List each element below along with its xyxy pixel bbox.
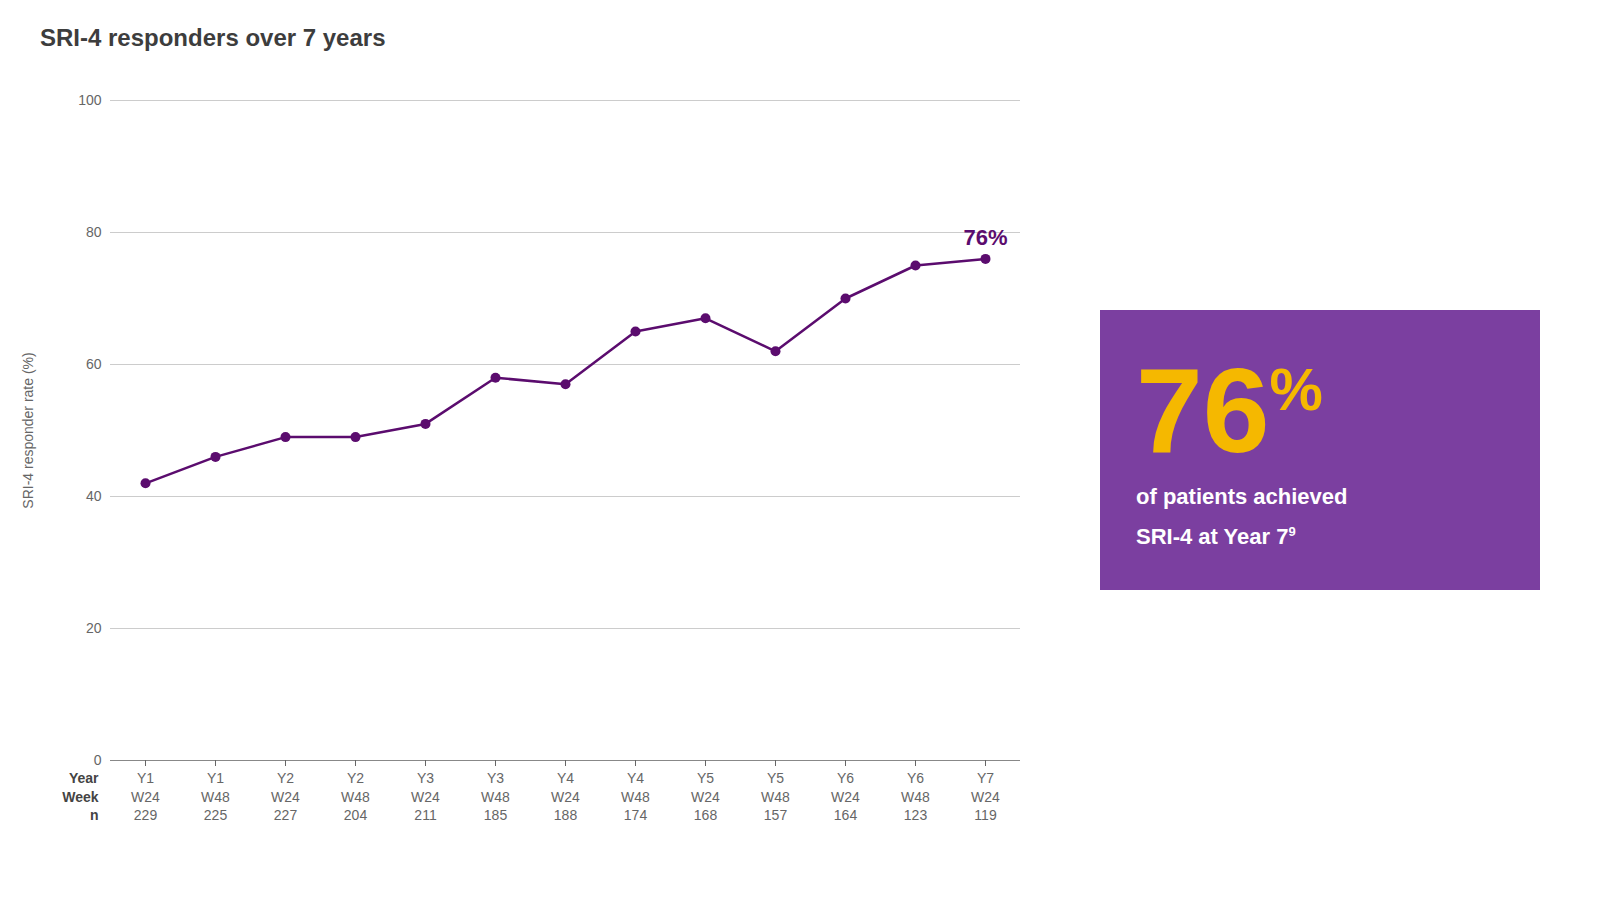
svg-text:Y1W48225: Y1W48225 <box>201 770 230 822</box>
svg-text:Y3W48185: Y3W48185 <box>481 770 510 822</box>
svg-text:Y6W24164: Y6W24164 <box>831 770 860 822</box>
svg-text:60: 60 <box>86 356 102 372</box>
html-text:of patients achieved: of patients achieved <box>1136 483 1348 509</box>
html-text:SRI-4 at Year 7: SRI-4 at Year 7 <box>1136 524 1289 550</box>
svg-text:YearWeekn: YearWeekn <box>62 770 99 822</box>
svg-text:40: 40 <box>86 488 102 504</box>
html-text:SRI-4 responders over 7 years: SRI-4 responders over 7 years <box>40 24 386 51</box>
svg-text:100: 100 <box>78 92 102 108</box>
html-text:9: 9 <box>1288 523 1296 539</box>
svg-text:80: 80 <box>86 224 102 240</box>
svg-text:Y4W48174: Y4W48174 <box>621 770 650 822</box>
svg-text:Y5W24168: Y5W24168 <box>691 770 720 822</box>
svg-text:Y6W48123: Y6W48123 <box>901 770 930 822</box>
svg-text:Y2W48204: Y2W48204 <box>341 770 370 822</box>
svg-text:Y4W24188: Y4W24188 <box>551 770 580 822</box>
svg-text:Y3W24211: Y3W24211 <box>411 770 440 822</box>
svg-text:76%: 76% <box>963 225 1007 250</box>
svg-text:Y5W48157: Y5W48157 <box>761 770 790 822</box>
svg-text:Y1W24229: Y1W24229 <box>131 770 160 822</box>
svg-text:SRI-4 responder rate (%): SRI-4 responder rate (%) <box>20 352 36 508</box>
svg-text:Y7W24119: Y7W24119 <box>971 770 1000 822</box>
svg-text:Y2W24227: Y2W24227 <box>271 770 300 822</box>
svg-text:20: 20 <box>86 620 102 636</box>
svg-text:0: 0 <box>94 752 102 768</box>
html-text:76%: 76% <box>1136 342 1323 477</box>
